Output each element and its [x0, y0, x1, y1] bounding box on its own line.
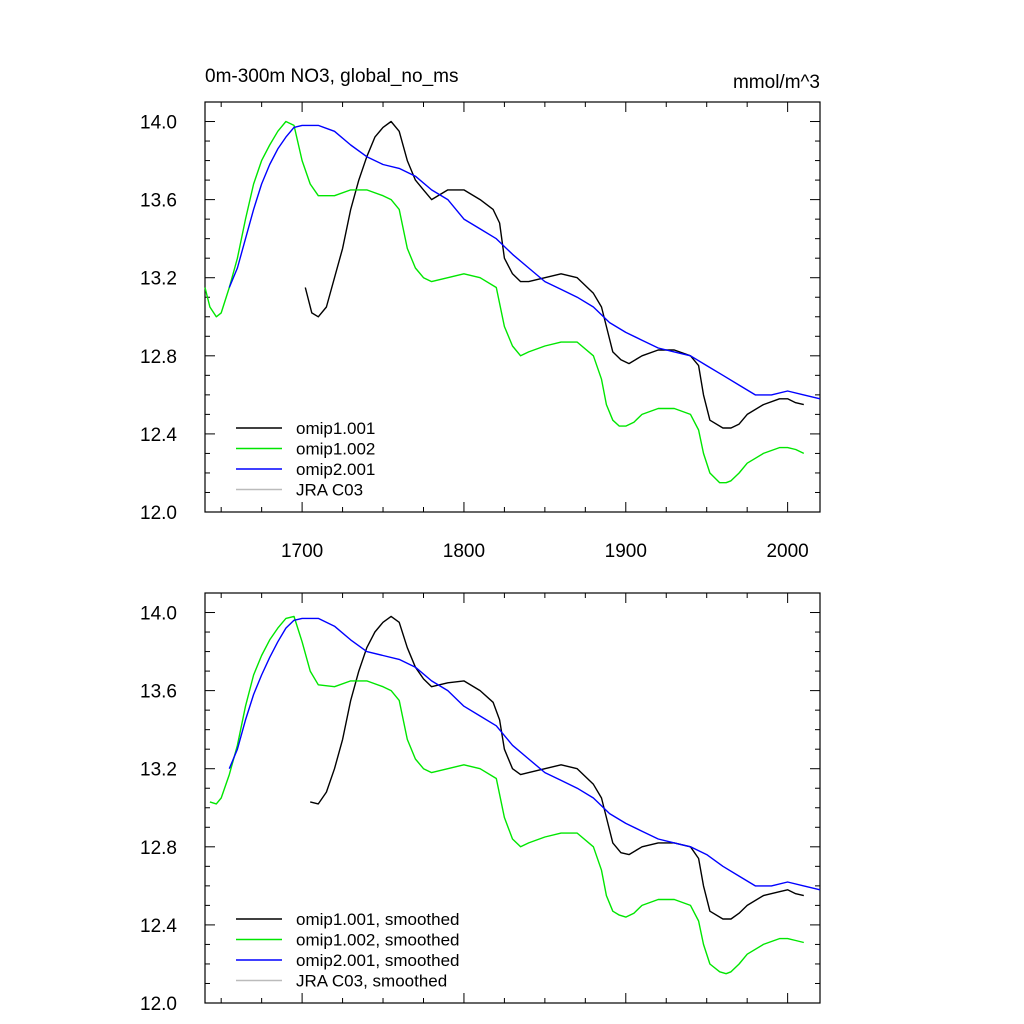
y-tick-label: 12.0: [140, 503, 177, 524]
legend-label: omip1.002: [296, 440, 375, 459]
series-line: [310, 615, 804, 920]
y-tick-label: 12.0: [140, 994, 177, 1015]
legend-label: JRA C03: [296, 481, 363, 500]
series-line: [209, 615, 804, 975]
x-tick-label: 1800: [443, 541, 485, 562]
units-label: mmol/m^3: [733, 72, 820, 93]
y-tick-label: 12.4: [140, 425, 177, 446]
chart-title: 0m-300m NO3, global_no_ms: [205, 66, 458, 87]
legend-label: omip2.001: [296, 460, 375, 479]
bottom-panel: 12.0 12.4 12.8 13.2 13.6 14.0 omip1.001, smoot…: [140, 592, 821, 1015]
legend-label: omip1.002, smoothed: [296, 931, 460, 950]
x-tick-label: 1900: [605, 541, 647, 562]
y-tick-label: 12.8: [140, 347, 177, 368]
y-tick-label: 13.6: [140, 191, 177, 212]
x-tick-label: 2000: [766, 541, 808, 562]
legend-label: omip1.001, smoothed: [296, 910, 460, 929]
legend-label: omip1.001: [296, 419, 375, 438]
series-line: [228, 124, 821, 400]
legend-label: JRA C03, smoothed: [296, 972, 447, 991]
series-line: [204, 120, 805, 484]
y-tick-label: 13.2: [140, 760, 177, 781]
legend-label: omip2.001, smoothed: [296, 951, 460, 970]
top-panel: 0m-300m NO3, global_no_ms mmol/m^3 12.0 1…: [140, 66, 821, 562]
plot-frame: [204, 101, 821, 513]
y-tick-label: 13.2: [140, 269, 177, 290]
y-tick-label: 14.0: [140, 604, 177, 625]
x-tick-label: 1700: [281, 541, 323, 562]
y-tick-label: 13.6: [140, 682, 177, 703]
y-tick-label: 12.4: [140, 916, 177, 937]
series-line: [228, 617, 821, 891]
y-tick-label: 14.0: [140, 113, 177, 134]
plot-frame: [204, 592, 821, 1004]
series-line: [304, 120, 804, 429]
y-tick-label: 12.8: [140, 838, 177, 859]
